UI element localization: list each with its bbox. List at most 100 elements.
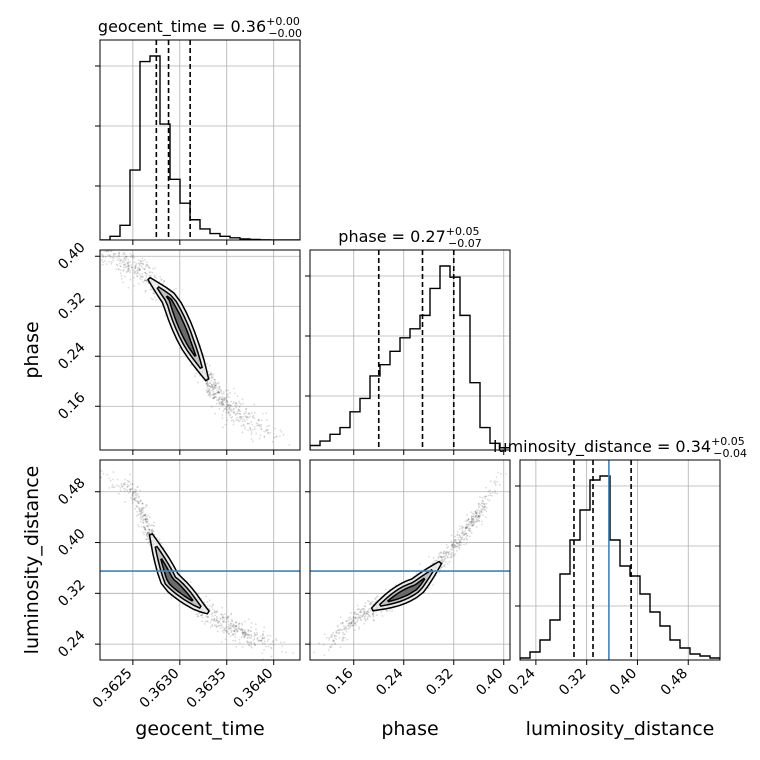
sample-point [208, 385, 210, 388]
sample-point [240, 416, 243, 419]
sample-point [130, 266, 133, 269]
sample-point [206, 380, 209, 383]
sample-point [210, 619, 213, 621]
sample-point [160, 279, 162, 281]
sample-point [214, 393, 217, 395]
sample-point [448, 550, 451, 553]
sample-point [468, 523, 470, 526]
sample-point [102, 261, 105, 264]
sample-point [131, 483, 134, 485]
sample-point [359, 614, 362, 617]
sample-point [263, 636, 266, 639]
sample-point [210, 405, 213, 408]
sample-point [357, 613, 360, 615]
sample-point [444, 555, 447, 558]
panel-frame [309, 249, 511, 451]
sample-point [145, 279, 148, 282]
sample-point [453, 546, 456, 548]
sample-point [237, 408, 240, 411]
sample-point [367, 611, 370, 614]
sample-point [464, 527, 467, 530]
sample-point [208, 607, 210, 610]
sample-point [241, 622, 243, 625]
sample-point [255, 432, 258, 435]
sample-point [236, 395, 239, 398]
sample-point [227, 411, 230, 414]
sample-point [361, 615, 364, 618]
panel-title-phase: phase = 0.27+0.05 −0.07 [338, 225, 481, 250]
sample-point [234, 392, 236, 395]
sample-point [226, 393, 229, 395]
sample-point [102, 256, 105, 259]
sample-point [352, 615, 355, 618]
sample-point [230, 612, 233, 615]
sample-point [212, 373, 215, 376]
sample-point [138, 508, 141, 511]
sample-point [136, 510, 139, 513]
sample-point [153, 274, 156, 277]
sample-point [138, 502, 141, 505]
sample-point [137, 523, 139, 526]
sample-point [139, 262, 142, 265]
sample-point [122, 253, 125, 256]
sample-point [243, 630, 246, 633]
sample-point [221, 403, 224, 406]
x-axis-label-phase: phase [381, 718, 438, 740]
sample-point [227, 412, 230, 415]
sample-point [456, 542, 458, 544]
sample-point [148, 532, 151, 534]
sample-point [229, 624, 232, 627]
sample-point [222, 631, 225, 634]
sample-point [206, 620, 209, 623]
sample-point [442, 560, 445, 563]
sample-point [348, 622, 350, 625]
sample-point [459, 534, 461, 537]
sample-point [212, 397, 215, 400]
sample-point [236, 630, 239, 633]
sample-point [220, 400, 222, 403]
y-axis-label-phase: phase [21, 321, 43, 378]
sample-point [352, 616, 355, 619]
sample-point [466, 523, 468, 526]
sample-point [132, 491, 135, 494]
sample-point [230, 629, 233, 632]
sample-point [226, 408, 229, 411]
x-tick-label: 0.40 [607, 666, 640, 699]
sample-point [230, 618, 233, 621]
sample-point [465, 536, 467, 539]
sample-point [240, 636, 243, 639]
sample-point [494, 484, 497, 487]
sample-point [358, 627, 360, 630]
sample-point [356, 608, 359, 611]
sample-point [143, 268, 146, 270]
sample-point [250, 637, 252, 640]
sample-point [381, 615, 384, 617]
sample-point [124, 275, 126, 278]
sample-point [141, 276, 144, 279]
sample-point [148, 528, 151, 531]
sample-point [259, 437, 261, 440]
sample-point [146, 518, 149, 520]
sample-point [235, 413, 237, 416]
sample-point [440, 561, 443, 564]
sample-point [118, 252, 121, 255]
sample-point [140, 265, 143, 268]
sample-point [474, 515, 477, 518]
sample-point [96, 462, 98, 464]
sample-point [96, 485, 98, 487]
sample-point [260, 639, 263, 642]
sample-point [225, 406, 228, 409]
sample-point [471, 518, 474, 521]
sample-point [450, 540, 453, 543]
sample-point [476, 518, 479, 521]
sample-point [159, 276, 162, 278]
sample-point [126, 261, 128, 264]
sample-point [139, 264, 141, 267]
sample-point [126, 255, 128, 258]
sample-point [350, 622, 353, 625]
sample-point [257, 424, 260, 427]
sample-point [371, 600, 374, 603]
sample-point [435, 559, 437, 562]
sample-point [279, 429, 282, 432]
sample-point [225, 411, 228, 414]
